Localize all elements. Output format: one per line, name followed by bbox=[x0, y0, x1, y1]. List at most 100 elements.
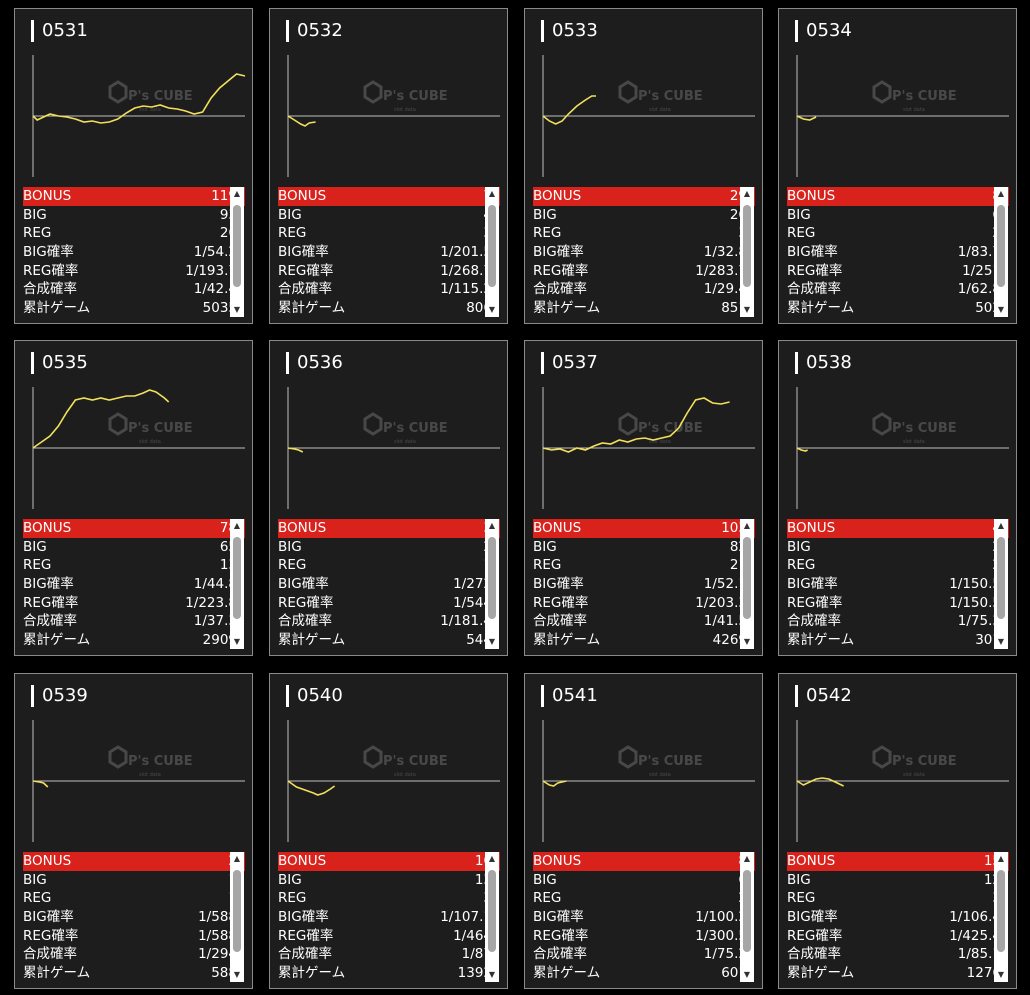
reg-label: REG bbox=[787, 890, 816, 907]
stats-scrollbar[interactable]: ▲ ▼ bbox=[740, 519, 754, 649]
graph-line bbox=[542, 397, 730, 453]
scroll-thumb[interactable] bbox=[997, 537, 1005, 619]
total-games-value: 1276 bbox=[966, 965, 1001, 982]
scroll-up-icon[interactable]: ▲ bbox=[233, 189, 241, 198]
scroll-up-icon[interactable]: ▲ bbox=[233, 854, 241, 863]
scroll-up-icon[interactable]: ▲ bbox=[743, 189, 751, 198]
reg-rate-value: 1/223.8 bbox=[185, 594, 237, 611]
stats-scrollbar[interactable]: ▲ ▼ bbox=[994, 519, 1008, 649]
reg-label: REG bbox=[787, 225, 816, 242]
scroll-down-icon[interactable]: ▼ bbox=[997, 970, 1005, 979]
machine-number: 0532 bbox=[286, 20, 343, 42]
stats-scrollbar[interactable]: ▲ ▼ bbox=[230, 187, 244, 317]
scroll-down-icon[interactable]: ▼ bbox=[743, 305, 751, 314]
scroll-thumb[interactable] bbox=[488, 205, 496, 287]
scroll-down-icon[interactable]: ▼ bbox=[488, 970, 496, 979]
scroll-up-icon[interactable]: ▲ bbox=[997, 189, 1005, 198]
stats-table: BONUS 103 BIG 82 REG 21 BIG確率 1/52.1 REG確率 1/… bbox=[533, 519, 755, 650]
graph-line bbox=[287, 447, 304, 453]
scroll-up-icon[interactable]: ▲ bbox=[488, 521, 496, 530]
bonus-label: BONUS bbox=[278, 188, 327, 204]
total-games-value: 5035 bbox=[202, 300, 237, 317]
total-games-row: 累計ゲーム 601 bbox=[533, 964, 755, 983]
scroll-thumb[interactable] bbox=[488, 537, 496, 619]
machine-card-0537[interactable]: 0537 P's CUBE slot data BONUS 103 BIG 82 R… bbox=[524, 340, 763, 656]
bonus-row: BONUS 16 bbox=[278, 852, 500, 871]
big-row: BIG 13 bbox=[278, 871, 500, 890]
machine-card-0542[interactable]: 0542 P's CUBE slot data BONUS 15 BIG 12 RE… bbox=[778, 673, 1017, 989]
scroll-up-icon[interactable]: ▲ bbox=[743, 854, 751, 863]
total-games-row: 累計ゲーム 544 bbox=[278, 631, 500, 650]
bonus-label: BONUS bbox=[533, 188, 582, 204]
scroll-down-icon[interactable]: ▼ bbox=[233, 305, 241, 314]
scroll-thumb[interactable] bbox=[233, 205, 241, 287]
stats-scrollbar[interactable]: ▲ ▼ bbox=[994, 852, 1008, 982]
machine-card-0540[interactable]: 0540 P's CUBE slot data BONUS 16 BIG 13 RE… bbox=[269, 673, 508, 989]
scroll-up-icon[interactable]: ▲ bbox=[743, 521, 751, 530]
watermark-tagline: slot data bbox=[394, 439, 416, 445]
scroll-up-icon[interactable]: ▲ bbox=[488, 854, 496, 863]
big-rate-row: BIG確率 1/107.1 bbox=[278, 908, 500, 927]
stats-scrollbar[interactable]: ▲ ▼ bbox=[230, 519, 244, 649]
scroll-thumb[interactable] bbox=[743, 537, 751, 619]
scroll-down-icon[interactable]: ▼ bbox=[488, 305, 496, 314]
bonus-label: BONUS bbox=[787, 520, 836, 536]
scroll-up-icon[interactable]: ▲ bbox=[997, 521, 1005, 530]
bonus-row: BONUS8 bbox=[533, 852, 755, 871]
scroll-up-icon[interactable]: ▲ bbox=[997, 854, 1005, 863]
scroll-up-icon[interactable]: ▲ bbox=[488, 189, 496, 198]
stats-scrollbar[interactable]: ▲ ▼ bbox=[994, 187, 1008, 317]
scroll-thumb[interactable] bbox=[233, 537, 241, 619]
scroll-thumb[interactable] bbox=[743, 205, 751, 287]
machine-card-0533[interactable]: 0533 P's CUBE slot data BONUS 29 BIG 26 RE… bbox=[524, 8, 763, 324]
total-games-label: 累計ゲーム bbox=[278, 632, 346, 649]
stats-scrollbar[interactable]: ▲ ▼ bbox=[485, 519, 499, 649]
combined-rate-row: 合成確率 1/37.3 bbox=[23, 612, 245, 631]
stats-scrollbar[interactable]: ▲ ▼ bbox=[485, 852, 499, 982]
machine-card-0535[interactable]: 0535 P's CUBE slot data BONUS 78 BIG 65 RE… bbox=[14, 340, 253, 656]
scroll-down-icon[interactable]: ▼ bbox=[488, 637, 496, 646]
scroll-thumb[interactable] bbox=[233, 870, 241, 952]
big-rate-row: BIG確率 1/272 bbox=[278, 575, 500, 594]
machine-card-0531[interactable]: 0531 P's CUBE slot data BONUS 119 BIG 93 R… bbox=[14, 8, 253, 324]
total-games-row: 累計ゲーム 588 bbox=[23, 964, 245, 983]
big-rate-value: 1/150.5 bbox=[949, 576, 1001, 593]
graph-line bbox=[796, 115, 817, 121]
scroll-thumb[interactable] bbox=[997, 870, 1005, 952]
big-label: BIG bbox=[23, 538, 47, 555]
big-label: BIG bbox=[23, 206, 47, 223]
machine-number: 0536 bbox=[286, 352, 343, 374]
scroll-up-icon[interactable]: ▲ bbox=[233, 521, 241, 530]
scroll-down-icon[interactable]: ▼ bbox=[997, 637, 1005, 646]
scroll-down-icon[interactable]: ▼ bbox=[997, 305, 1005, 314]
scroll-down-icon[interactable]: ▼ bbox=[233, 637, 241, 646]
big-label: BIG bbox=[278, 206, 302, 223]
scroll-thumb[interactable] bbox=[743, 870, 751, 952]
scroll-down-icon[interactable]: ▼ bbox=[743, 970, 751, 979]
scroll-down-icon[interactable]: ▼ bbox=[233, 970, 241, 979]
stats-table: BONUS 78 BIG 65 REG 13 BIG確率 1/44.8 REG確率 1/2… bbox=[23, 519, 245, 650]
scroll-thumb[interactable] bbox=[997, 205, 1005, 287]
stats-scrollbar[interactable]: ▲ ▼ bbox=[740, 852, 754, 982]
reg-rate-value: 1/425.4 bbox=[949, 927, 1001, 944]
big-rate-value: 1/106.4 bbox=[949, 909, 1001, 926]
scroll-down-icon[interactable]: ▼ bbox=[743, 637, 751, 646]
combined-rate-row: 合成確率 1/115.2 bbox=[278, 280, 500, 299]
stats-scrollbar[interactable]: ▲ ▼ bbox=[230, 852, 244, 982]
scroll-thumb[interactable] bbox=[488, 870, 496, 952]
stats-scrollbar[interactable]: ▲ ▼ bbox=[740, 187, 754, 317]
stats-scrollbar[interactable]: ▲ ▼ bbox=[485, 187, 499, 317]
watermark-tagline: slot data bbox=[903, 439, 925, 445]
reg-rate-value: 1/193.7 bbox=[185, 262, 237, 279]
